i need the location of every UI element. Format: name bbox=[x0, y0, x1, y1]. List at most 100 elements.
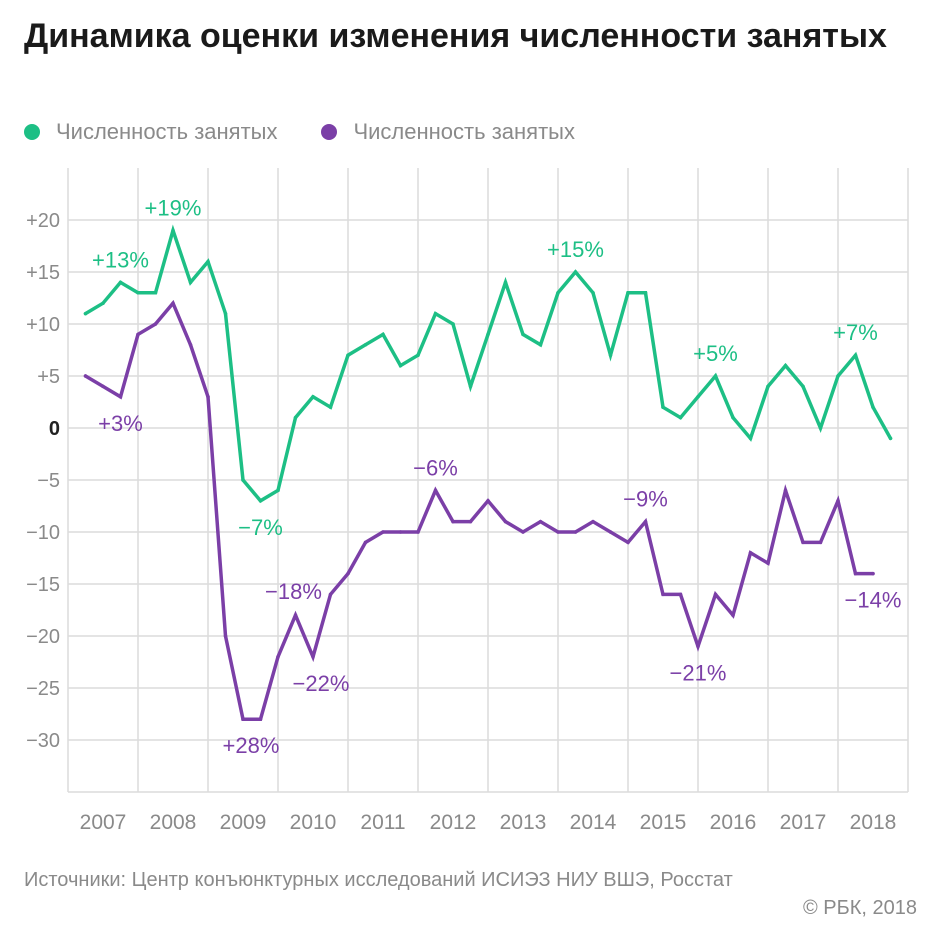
data-label: −14% bbox=[845, 588, 902, 613]
y-tick-label: 0 bbox=[49, 418, 60, 440]
x-tick-label: 2017 bbox=[780, 811, 827, 834]
data-point bbox=[328, 592, 333, 597]
data-point bbox=[451, 322, 455, 326]
data-point bbox=[538, 519, 543, 524]
data-point bbox=[678, 592, 683, 597]
x-tick-label: 2016 bbox=[710, 811, 757, 834]
data-point bbox=[83, 311, 88, 316]
data-label: −7% bbox=[238, 515, 283, 540]
data-point bbox=[556, 291, 560, 295]
data-point bbox=[713, 592, 718, 597]
data-point bbox=[468, 384, 473, 389]
data-point bbox=[258, 499, 263, 503]
x-tick-label: 2009 bbox=[220, 811, 267, 834]
data-point bbox=[538, 343, 543, 347]
legend-item-purple: Численность занятых bbox=[321, 119, 575, 145]
chart-title: Динамика оценки изменения численности за… bbox=[24, 17, 887, 55]
data-label: +3% bbox=[98, 411, 143, 436]
x-tick-label: 2010 bbox=[290, 811, 337, 834]
data-point bbox=[836, 374, 840, 378]
data-point bbox=[223, 634, 228, 638]
data-point bbox=[591, 291, 595, 295]
data-label: −9% bbox=[623, 487, 668, 512]
data-point bbox=[626, 540, 630, 545]
data-point bbox=[801, 540, 805, 545]
data-point bbox=[731, 415, 735, 420]
y-tick-label: +15 bbox=[26, 262, 60, 284]
data-point bbox=[486, 332, 490, 337]
data-point bbox=[678, 415, 683, 420]
data-point bbox=[503, 519, 508, 524]
data-point bbox=[346, 353, 350, 357]
data-point bbox=[311, 655, 315, 659]
data-point bbox=[748, 436, 753, 441]
data-point bbox=[853, 353, 858, 357]
data-point bbox=[556, 530, 560, 534]
y-tick-label: +20 bbox=[26, 210, 60, 232]
data-point bbox=[608, 530, 613, 534]
data-point bbox=[346, 571, 350, 576]
x-tick-label: 2011 bbox=[360, 811, 405, 834]
legend-label-purple: Численность занятых bbox=[353, 119, 575, 144]
series-line-purple bbox=[83, 299, 875, 721]
data-point bbox=[311, 395, 315, 399]
data-point bbox=[731, 613, 735, 617]
data-point bbox=[661, 592, 665, 597]
data-point bbox=[871, 405, 875, 409]
data-point bbox=[783, 363, 788, 368]
data-point bbox=[206, 395, 210, 399]
x-tick-label: 2008 bbox=[150, 811, 197, 834]
data-point bbox=[468, 519, 473, 524]
data-point bbox=[748, 551, 753, 555]
data-point bbox=[783, 488, 788, 493]
data-point bbox=[818, 540, 823, 545]
data-point bbox=[258, 717, 263, 721]
y-tick-label: +5 bbox=[37, 366, 60, 388]
data-point bbox=[153, 291, 158, 295]
data-label: −21% bbox=[670, 660, 727, 685]
y-tick-label: −15 bbox=[26, 574, 60, 596]
data-point bbox=[276, 488, 280, 493]
legend-dot-green bbox=[24, 124, 40, 140]
data-point bbox=[293, 613, 298, 617]
data-point bbox=[486, 499, 490, 503]
legend-label-green: Численность занятых bbox=[56, 119, 278, 144]
data-point bbox=[363, 343, 368, 347]
line-chart: +20 +15 +10 +5 0 −5 −10 −15 −20 −25 −30 2007 2008 200… bbox=[26, 168, 909, 834]
data-label: −18% bbox=[265, 579, 322, 604]
data-point bbox=[433, 311, 438, 316]
data-point bbox=[608, 353, 613, 357]
data-point bbox=[118, 395, 123, 399]
data-point bbox=[433, 488, 438, 493]
data-label: +15% bbox=[547, 237, 604, 262]
data-point bbox=[818, 426, 823, 430]
legend: Численность занятых Численность занятых bbox=[24, 116, 619, 148]
x-tick-label: 2012 bbox=[430, 811, 477, 834]
data-point bbox=[223, 311, 228, 316]
data-point bbox=[398, 363, 403, 368]
data-point bbox=[83, 374, 88, 378]
data-point bbox=[101, 301, 105, 305]
data-point bbox=[206, 259, 210, 264]
data-label: +7% bbox=[833, 320, 878, 345]
data-point bbox=[381, 332, 385, 337]
data-label: −6% bbox=[413, 455, 458, 480]
data-point bbox=[416, 353, 420, 357]
data-label: +19% bbox=[145, 195, 202, 220]
data-point bbox=[381, 530, 385, 534]
data-point bbox=[101, 384, 105, 389]
data-point bbox=[328, 405, 333, 409]
data-point bbox=[136, 332, 140, 337]
data-point bbox=[853, 571, 858, 576]
x-tick-label: 2015 bbox=[640, 811, 687, 834]
y-tick-label: −20 bbox=[26, 626, 60, 648]
data-point bbox=[118, 280, 123, 285]
legend-item-green: Численность занятых bbox=[24, 119, 277, 145]
data-point bbox=[171, 228, 175, 233]
data-point bbox=[451, 519, 455, 524]
y-tick-label: −25 bbox=[26, 678, 60, 700]
data-label: +5% bbox=[693, 341, 738, 366]
data-point bbox=[136, 291, 140, 295]
x-tick-label: 2013 bbox=[500, 811, 547, 834]
data-point bbox=[713, 374, 718, 378]
